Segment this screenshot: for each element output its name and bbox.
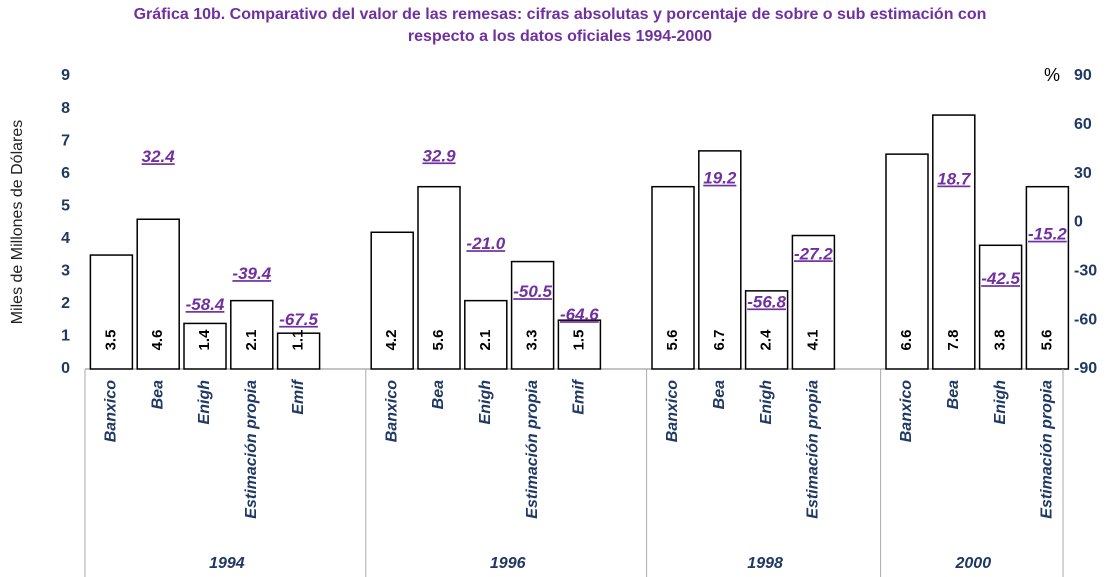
x-tick-label: Enigh xyxy=(196,380,213,425)
y-tick-label: 2 xyxy=(61,295,70,312)
pct-label: -39.4 xyxy=(232,264,271,283)
bar xyxy=(651,185,695,370)
bar xyxy=(978,244,1023,370)
bar-value-label: 3.3 xyxy=(524,330,541,351)
bar xyxy=(183,322,227,370)
x-tick-label: Banxico xyxy=(664,380,681,442)
pct-label: -67.5 xyxy=(279,310,318,329)
y-tick-label: 0 xyxy=(61,360,70,377)
bar xyxy=(464,299,508,370)
bar-value-label: 5.6 xyxy=(430,330,447,351)
bar-value-label: 5.6 xyxy=(1038,330,1055,351)
bar-value-label: 1.4 xyxy=(196,329,213,351)
bar xyxy=(557,319,602,370)
y-tick-label: 3 xyxy=(61,263,70,280)
group-label: 2000 xyxy=(955,555,992,572)
group-label: 1996 xyxy=(490,555,526,572)
bar xyxy=(370,231,414,370)
x-tick-label: Emif xyxy=(571,378,588,414)
bar xyxy=(1025,185,1070,370)
bar-value-label: 1.5 xyxy=(570,330,587,351)
x-tick-label: Emif xyxy=(290,378,307,414)
bar xyxy=(89,254,134,370)
x-tick-label: Bea xyxy=(430,380,447,409)
bar-value-label: 6.6 xyxy=(898,330,915,351)
bar-value-label: 6.7 xyxy=(711,330,728,351)
y-tick-label: 7 xyxy=(61,132,70,149)
y-tick-label: 1 xyxy=(61,328,70,345)
x-tick-label: Estimación propia xyxy=(524,380,541,519)
bar-value-label: 5.6 xyxy=(664,330,681,351)
pct-label: -42.5 xyxy=(981,269,1020,288)
y2-tick-label: -30 xyxy=(1074,263,1097,280)
y-tick-label: 4 xyxy=(61,230,70,247)
pct-label: -15.2 xyxy=(1028,225,1067,244)
group-label: 1994 xyxy=(209,555,245,572)
y2-tick-label: 60 xyxy=(1074,116,1092,133)
bar-value-label: 3.5 xyxy=(102,330,119,351)
x-tick-label: Banxico xyxy=(383,380,400,442)
y-tick-label: 8 xyxy=(61,100,70,117)
pct-label: -64.6 xyxy=(560,305,599,324)
x-tick-label: Enigh xyxy=(992,380,1009,425)
y2-tick-label: -60 xyxy=(1074,311,1097,328)
bar-value-label: 7.8 xyxy=(945,330,962,351)
bar xyxy=(885,153,929,370)
y2-tick-label: 0 xyxy=(1074,214,1083,231)
y2-tick-label: 30 xyxy=(1074,165,1092,182)
bar xyxy=(698,150,742,370)
bar xyxy=(791,234,836,370)
bar xyxy=(932,114,976,370)
bar-value-label: 1.1 xyxy=(290,330,307,351)
pct-label: 32.4 xyxy=(142,147,176,166)
x-tick-label: Bea xyxy=(149,380,166,409)
pct-label: 32.9 xyxy=(422,146,456,165)
y-axis-label: Miles de Millones de Dólares xyxy=(9,120,26,325)
x-tick-label: Estimación propia xyxy=(805,380,822,519)
bar xyxy=(136,218,180,370)
bar xyxy=(744,290,789,370)
bar-value-label: 4.2 xyxy=(383,330,400,351)
bar xyxy=(230,299,274,370)
pct-label: 19.2 xyxy=(703,169,737,188)
group-label: 1998 xyxy=(747,555,783,572)
x-tick-label: Estimación propia xyxy=(1039,380,1056,519)
pct-label: -50.5 xyxy=(513,282,552,301)
y-tick-label: 9 xyxy=(61,67,70,84)
bar-value-label: 2.1 xyxy=(477,330,494,351)
chart-title: Gráfica 10b. Comparativo del valor de la… xyxy=(133,6,987,45)
pct-label: 18.7 xyxy=(937,170,972,189)
pct-label: -58.4 xyxy=(186,295,225,314)
y-tick-label: 6 xyxy=(61,165,70,182)
pct-label: -21.0 xyxy=(466,234,505,253)
bar xyxy=(276,332,321,370)
x-tick-label: Bea xyxy=(711,380,728,409)
x-tick-label: Bea xyxy=(945,380,962,409)
bar xyxy=(510,260,555,370)
y2-tick-label: 90 xyxy=(1074,67,1092,84)
bar-value-label: 4.6 xyxy=(149,330,166,351)
y-tick-label: 5 xyxy=(61,197,70,214)
x-tick-label: Enigh xyxy=(758,380,775,425)
bar-value-label: 2.4 xyxy=(758,329,775,351)
y2-axis-label: % xyxy=(1044,65,1060,85)
x-tick-label: Enigh xyxy=(477,380,494,425)
bar-value-label: 4.1 xyxy=(804,330,821,351)
y2-tick-label: -90 xyxy=(1074,360,1097,377)
bar xyxy=(417,185,461,370)
bar-value-label: 2.1 xyxy=(243,330,260,351)
pct-label: -27.2 xyxy=(794,244,833,263)
x-tick-label: Estimación propia xyxy=(243,380,260,519)
x-tick-label: Banxico xyxy=(103,380,120,442)
bar-value-label: 3.8 xyxy=(992,330,1009,351)
pct-label: -56.8 xyxy=(747,292,786,311)
x-tick-label: Banxico xyxy=(898,380,915,442)
